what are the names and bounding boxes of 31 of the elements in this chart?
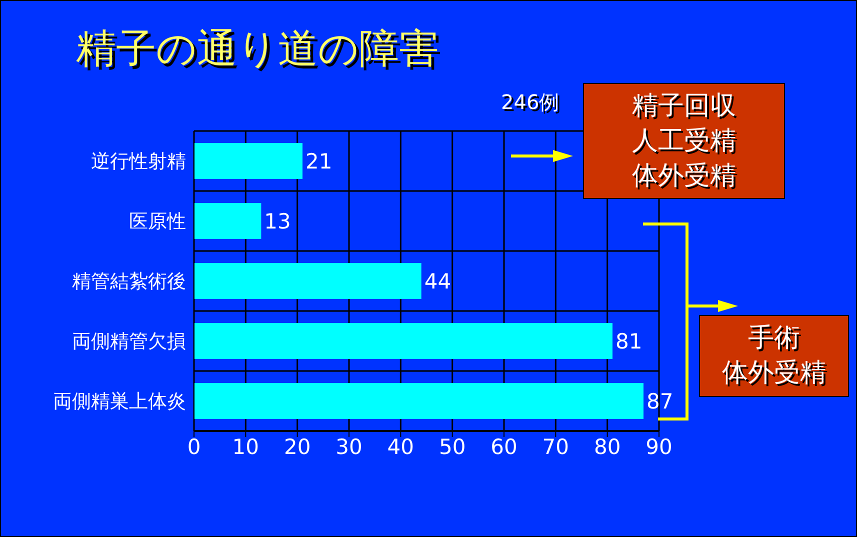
x-tick-label: 60 — [490, 434, 518, 459]
x-tick-label: 10 — [232, 434, 260, 459]
bar — [194, 323, 612, 359]
y-tick-label: 精管結紮術後 — [72, 270, 186, 293]
data-label: 81 — [616, 329, 642, 354]
bar — [194, 143, 302, 179]
bar — [194, 383, 644, 419]
text: 246例 — [501, 89, 560, 116]
y-tick-label: 両側精管欠損 — [72, 330, 186, 353]
bar — [194, 263, 422, 299]
text: 手術 — [748, 322, 800, 355]
x-tick-label: 90 — [646, 434, 672, 459]
data-label: 13 — [264, 209, 291, 234]
x-tick-label: 80 — [594, 434, 621, 459]
annotation: 体外受精 — [632, 160, 736, 192]
x-tick-label: 30 — [336, 434, 362, 459]
x-tick-label: 0 — [187, 434, 201, 459]
data-label: 21 — [306, 149, 332, 174]
x-tick-label: 20 — [284, 434, 311, 459]
x-tick-label: 70 — [542, 434, 570, 459]
text: 体外受精 — [722, 357, 826, 390]
x-tick-label: 50 — [438, 434, 466, 459]
y-tick-label: 医原性 — [129, 210, 186, 233]
x-tick-label: 40 — [387, 434, 414, 459]
annotation: 人工受精 — [632, 124, 736, 158]
y-tick-label: 両側精巣上体炎 — [53, 390, 186, 413]
chart-title: 精子の通り道の障害 — [76, 25, 439, 74]
data-label: 44 — [424, 269, 452, 294]
bar — [194, 203, 262, 239]
y-tick-label: 逆行性射精 — [91, 150, 186, 173]
text: 精子回収 — [632, 90, 736, 122]
